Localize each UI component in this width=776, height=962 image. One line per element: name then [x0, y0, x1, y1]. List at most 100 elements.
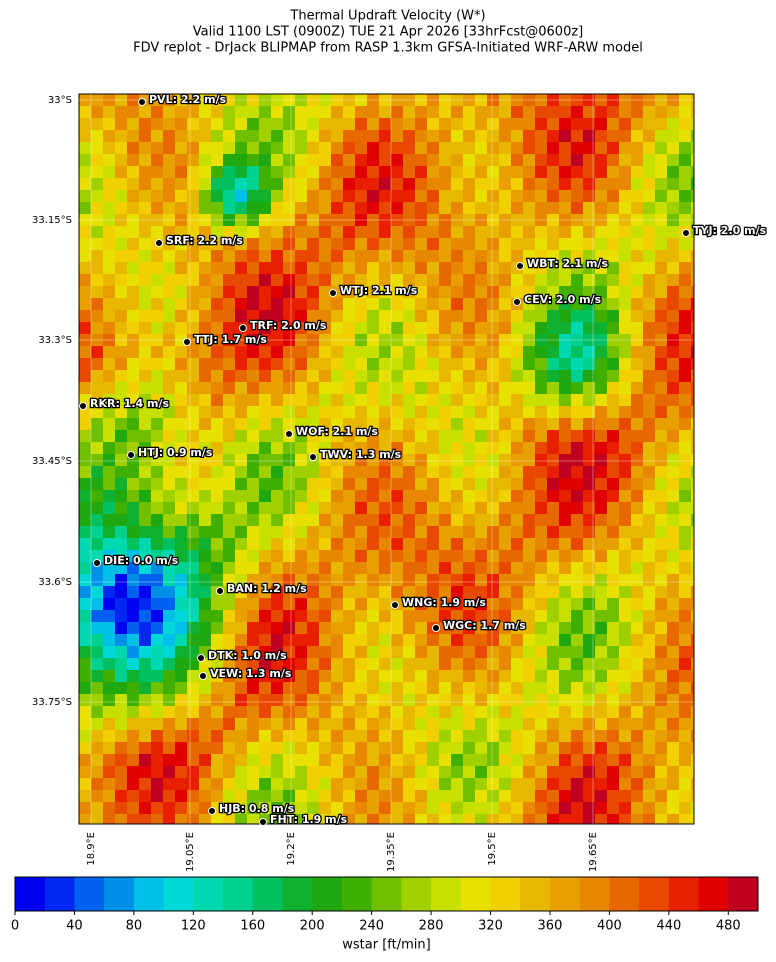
raster-cell: [643, 502, 655, 514]
raster-cell: [595, 106, 607, 118]
raster-cell: [355, 430, 367, 442]
raster-cell: [475, 646, 487, 658]
raster-cell: [91, 790, 103, 802]
raster-cell: [223, 358, 235, 370]
raster-cell: [487, 802, 499, 814]
raster-cell: [175, 538, 187, 550]
raster-cell: [487, 430, 499, 442]
raster-cell: [595, 814, 607, 824]
raster-cell: [175, 718, 187, 730]
raster-cell: [499, 814, 511, 824]
lon-label: 19.2°E: [286, 832, 297, 866]
raster-cell: [451, 358, 463, 370]
raster-cell: [415, 658, 427, 670]
raster-cell: [583, 490, 595, 502]
raster-cell: [235, 634, 247, 646]
raster-cell: [187, 814, 199, 824]
raster-cell: [103, 634, 115, 646]
raster-cell: [199, 634, 211, 646]
raster-cell: [331, 634, 343, 646]
raster-cell: [163, 502, 175, 514]
raster-cell: [211, 814, 223, 824]
raster-cell: [103, 478, 115, 490]
raster-cell: [523, 394, 535, 406]
raster-cell: [199, 298, 211, 310]
station-label: WTJ: 2.1 m/s: [340, 284, 418, 297]
raster-cell: [271, 802, 283, 814]
raster-cell: [523, 790, 535, 802]
raster-cell: [175, 154, 187, 166]
raster-cell: [379, 718, 391, 730]
raster-cell: [511, 754, 523, 766]
raster-cell: [655, 646, 667, 658]
raster-cell: [103, 298, 115, 310]
raster-cell: [559, 298, 571, 310]
raster-cell: [691, 310, 694, 322]
raster-cell: [355, 550, 367, 562]
raster-cell: [691, 202, 694, 214]
raster-cell: [271, 310, 283, 322]
raster-cell: [679, 694, 691, 706]
raster-cell: [595, 682, 607, 694]
colorbar-bin: [44, 877, 75, 911]
raster-cell: [511, 790, 523, 802]
raster-cell: [403, 418, 415, 430]
raster-cell: [127, 550, 139, 562]
raster-cell: [667, 382, 679, 394]
raster-cell: [175, 766, 187, 778]
raster-cell: [355, 790, 367, 802]
raster-cell: [91, 778, 103, 790]
raster-cell: [427, 106, 439, 118]
raster-cell: [679, 394, 691, 406]
raster-cell: [103, 730, 115, 742]
raster-cell: [235, 394, 247, 406]
raster-cell: [187, 442, 199, 454]
raster-cell: [427, 766, 439, 778]
raster-cell: [91, 370, 103, 382]
raster-cell: [223, 214, 235, 226]
raster-cell: [523, 334, 535, 346]
raster-cell: [223, 430, 235, 442]
raster-cell: [151, 754, 163, 766]
raster-cell: [307, 586, 319, 598]
raster-cell: [583, 550, 595, 562]
raster-cell: [463, 346, 475, 358]
raster-cell: [667, 442, 679, 454]
raster-cell: [355, 214, 367, 226]
raster-cell: [523, 442, 535, 454]
raster-cell: [307, 214, 319, 226]
raster-cell: [163, 298, 175, 310]
raster-cell: [631, 142, 643, 154]
raster-cell: [307, 334, 319, 346]
raster-cell: [151, 358, 163, 370]
raster-cell: [247, 634, 259, 646]
raster-cell: [499, 778, 511, 790]
raster-cell: [643, 562, 655, 574]
raster-cell: [511, 346, 523, 358]
raster-cell: [439, 454, 451, 466]
raster-cell: [295, 430, 307, 442]
raster-cell: [295, 778, 307, 790]
raster-cell: [559, 562, 571, 574]
raster-cell: [559, 802, 571, 814]
raster-cell: [127, 802, 139, 814]
raster-cell: [91, 202, 103, 214]
raster-cell: [139, 454, 151, 466]
raster-cell: [331, 250, 343, 262]
raster-cell: [187, 298, 199, 310]
raster-cell: [547, 574, 559, 586]
raster-cell: [319, 442, 331, 454]
raster-cell: [235, 622, 247, 634]
raster-cell: [559, 346, 571, 358]
raster-cell: [355, 466, 367, 478]
raster-cell: [271, 586, 283, 598]
raster-cell: [259, 742, 271, 754]
raster-cell: [451, 562, 463, 574]
raster-cell: [391, 262, 403, 274]
raster-cell: [163, 94, 175, 106]
raster-cell: [259, 430, 271, 442]
raster-cell: [403, 310, 415, 322]
raster-cell: [235, 154, 247, 166]
raster-cell: [619, 610, 631, 622]
raster-cell: [511, 466, 523, 478]
